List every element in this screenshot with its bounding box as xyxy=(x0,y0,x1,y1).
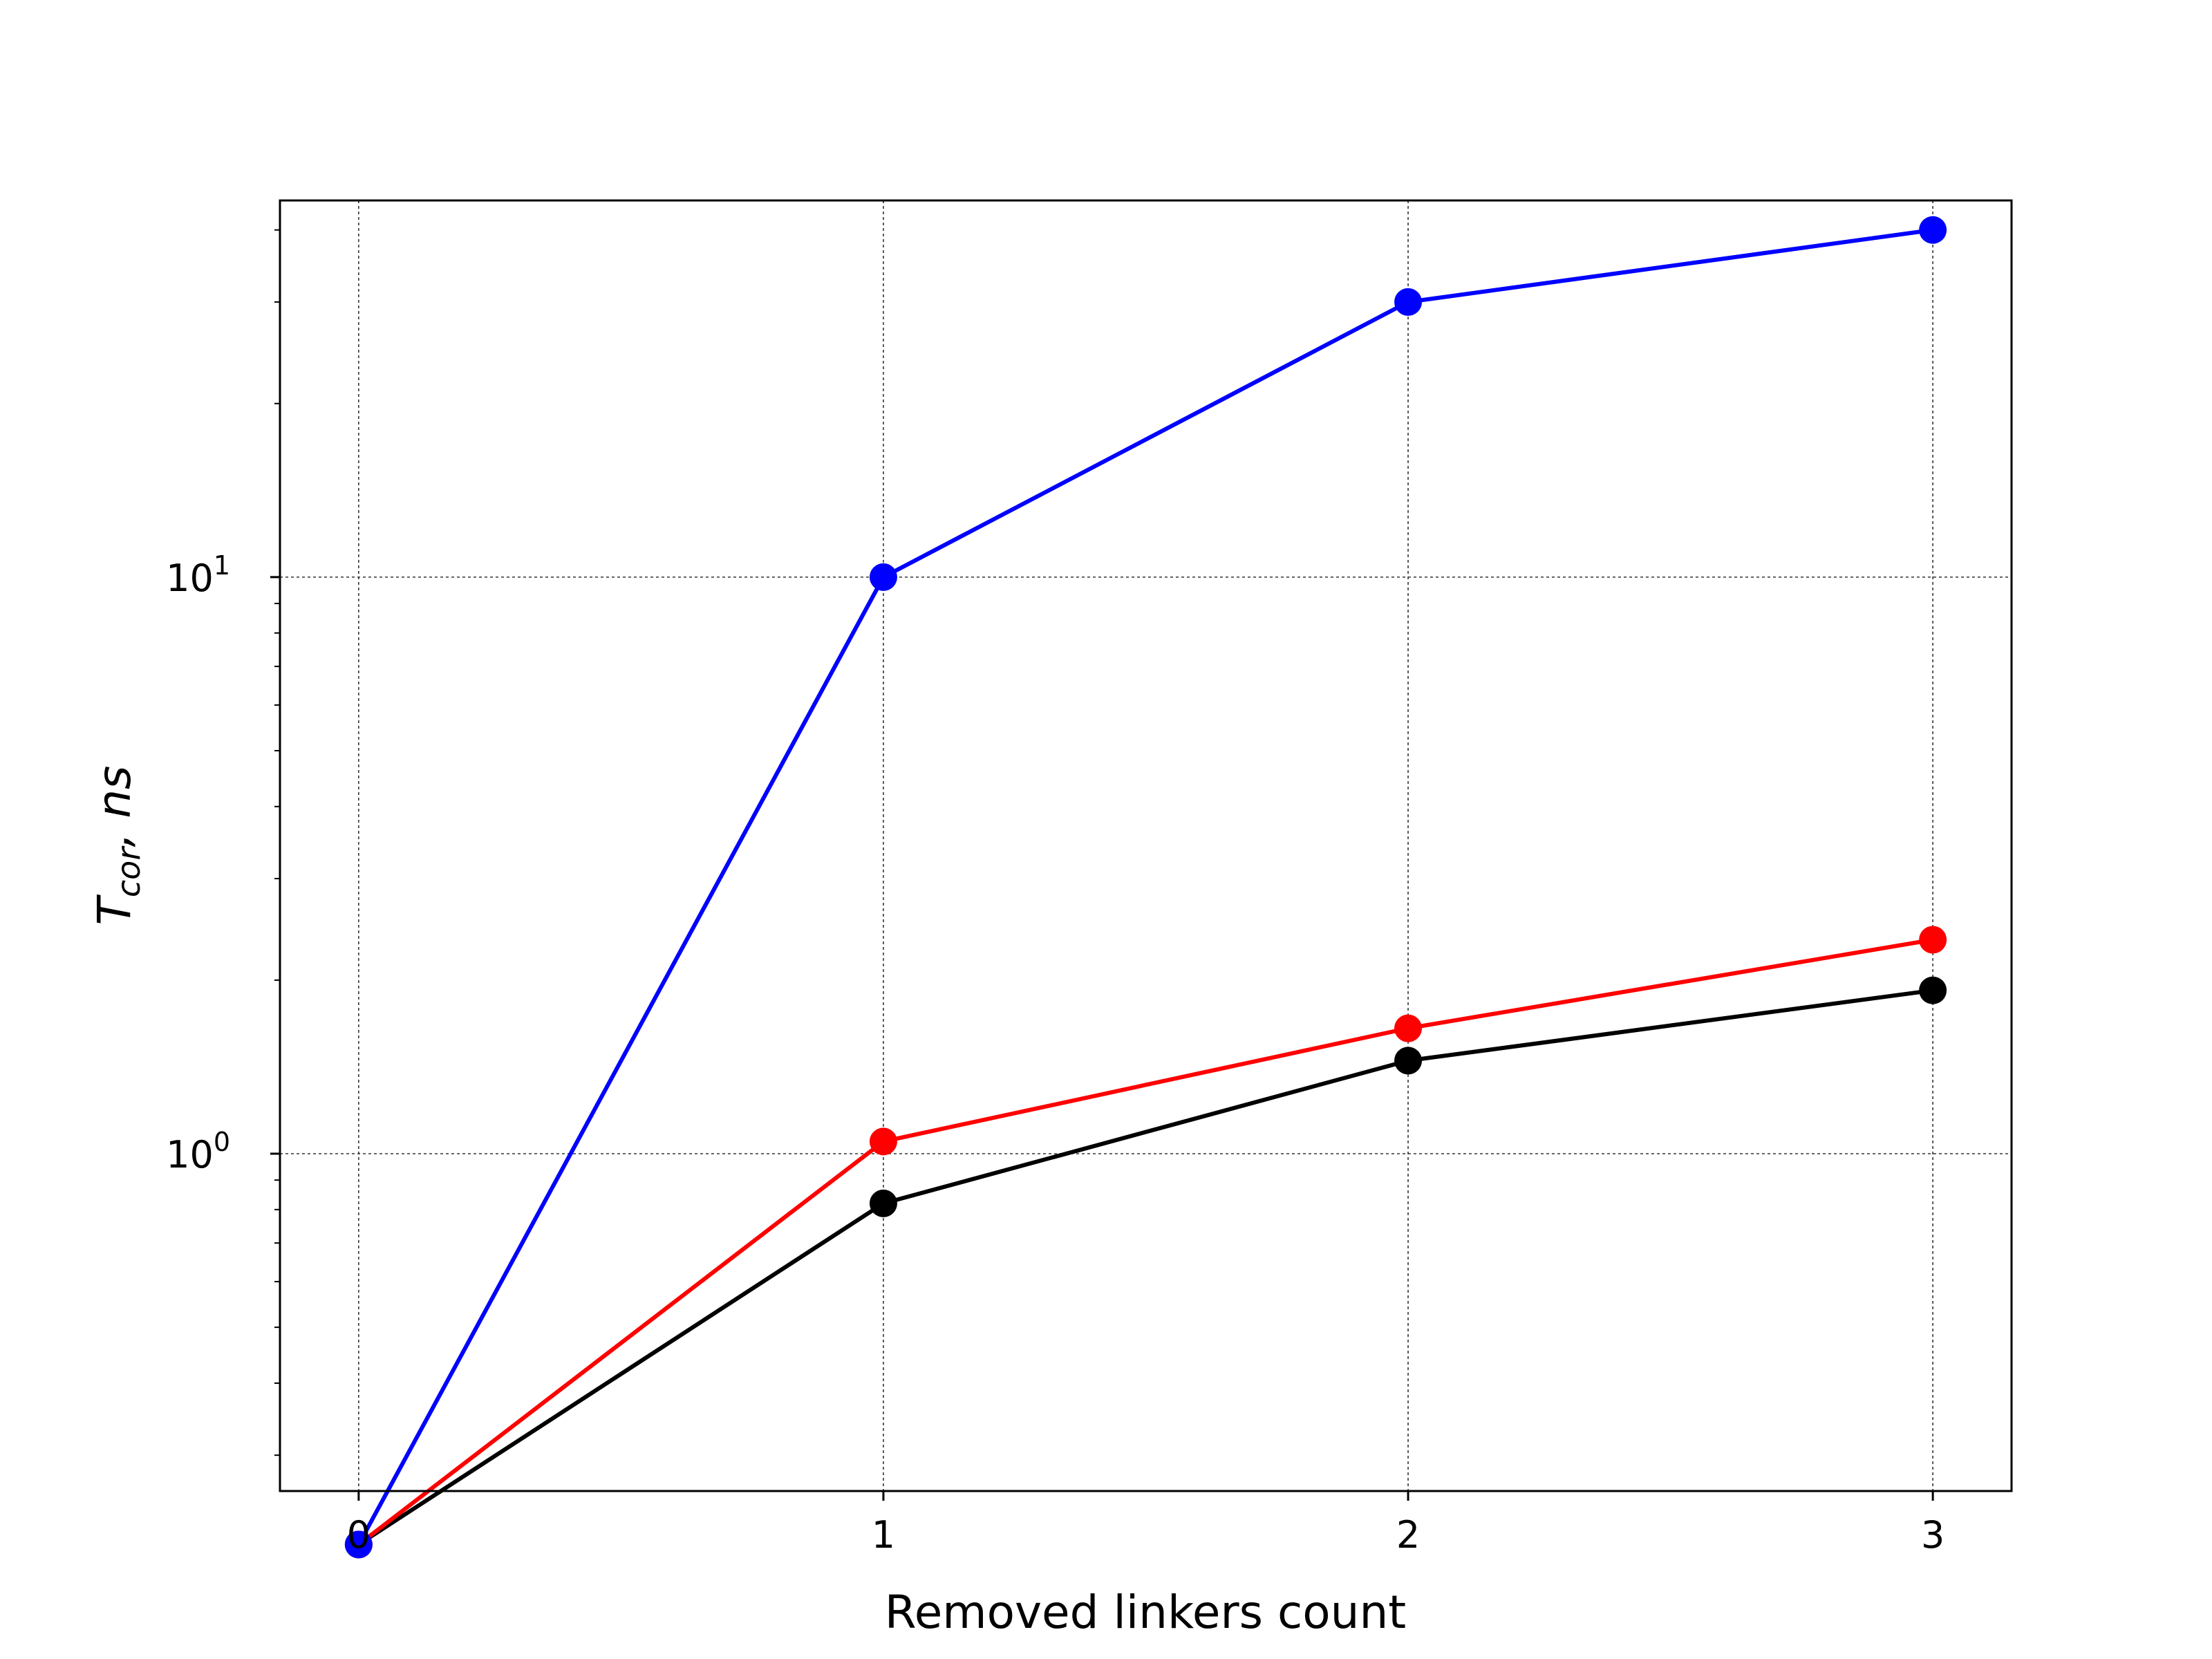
y-tick-label: 100 xyxy=(166,1127,230,1177)
x-tick-label: 2 xyxy=(1396,1513,1420,1557)
series-2-point xyxy=(344,1530,373,1559)
y-axis-label-sub: cor xyxy=(110,845,147,897)
series-1-point xyxy=(1394,1014,1423,1042)
x-tick-label: 1 xyxy=(872,1513,895,1557)
y-tick-label-base: 10 xyxy=(166,1133,214,1177)
plot-frame xyxy=(279,199,2013,1492)
x-axis-label: Removed linkers count xyxy=(885,1586,1406,1639)
series-line-0 xyxy=(357,988,1933,1546)
series-line-2 xyxy=(357,227,1933,1546)
series-line-1 xyxy=(357,937,1933,1546)
grid-lines xyxy=(280,200,2012,1491)
y-tick-label-base: 10 xyxy=(166,556,214,600)
y-tick-label-exponent: 1 xyxy=(214,550,230,581)
series-0-point xyxy=(1394,1047,1423,1075)
series-2-point xyxy=(869,563,897,591)
y-tick-label-exponent: 0 xyxy=(214,1127,230,1157)
series-1-point xyxy=(869,1127,897,1156)
series-0-point xyxy=(1919,976,1947,1004)
series-1-point xyxy=(1919,926,1947,954)
axis-ticks xyxy=(270,229,1934,1501)
y-axis-label: Tcor, ns xyxy=(88,766,147,926)
x-tick-labels: 0 1 2 3 xyxy=(347,1513,1945,1557)
x-tick-label: 0 xyxy=(347,1513,371,1557)
series-0-point xyxy=(869,1189,897,1217)
series-2-point xyxy=(1919,216,1947,244)
series-2-point xyxy=(1394,288,1423,316)
y-axis-label-main: T xyxy=(88,894,141,925)
x-tick-label: 3 xyxy=(1921,1513,1944,1557)
y-axis-label-rest: , ns xyxy=(88,766,141,847)
y-tick-label: 101 xyxy=(166,550,230,600)
data-series xyxy=(344,216,1947,1559)
